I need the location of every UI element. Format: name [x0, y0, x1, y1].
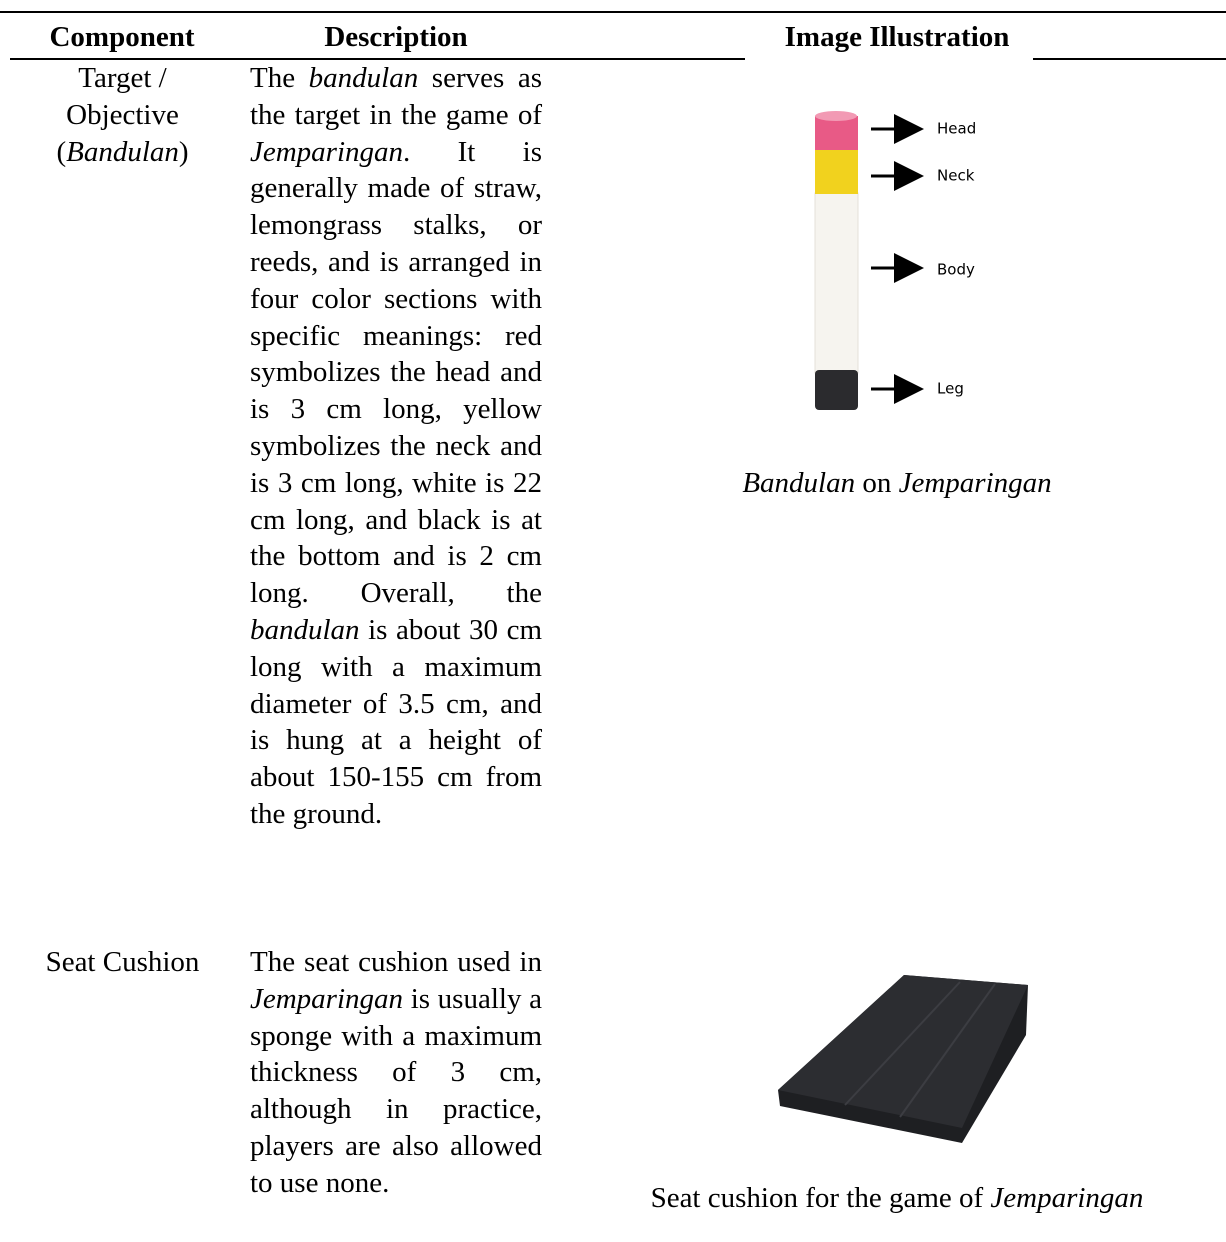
text-run: Seat Cushion [45, 946, 200, 978]
image-label: Head [937, 120, 976, 138]
text-run: Bandulan [66, 135, 179, 168]
text-run: bandulan [250, 613, 360, 646]
top-rule [0, 11, 1226, 13]
text-run: serves as the target in the game of [250, 62, 542, 131]
text-run: The seat cushion used in [250, 946, 542, 978]
description-cell: The bandulan serves as the target in the… [250, 60, 542, 833]
component-cell: Target / Objective (Bandulan) [30, 60, 215, 170]
image-label: Body [937, 261, 975, 279]
component-cell: Seat Cushion [30, 944, 215, 981]
text-run: Jemparingan [990, 1182, 1144, 1214]
bandulan-image: Head Neck Body Leg [814, 111, 976, 410]
text-run: Jemparingan [250, 982, 404, 1015]
text-run: Jemparingan [898, 467, 1052, 499]
text-run: . It is generally made of straw, lemongr… [250, 135, 542, 610]
text-run: bandulan [308, 62, 419, 94]
text-run: Jemparingan [250, 135, 404, 168]
text-run: ) [178, 135, 189, 168]
text-run: The [250, 62, 309, 94]
text-run: Target / Objective ( [56, 62, 179, 168]
image-label: Neck [937, 167, 975, 185]
header-cell: Description [324, 21, 468, 53]
header-rule [1033, 58, 1226, 60]
caption: Seat cushion for the game of Jemparingan [600, 1180, 1194, 1216]
text-run: is about 30 cm long with a maximum diame… [250, 613, 542, 830]
text-run: on [855, 467, 899, 499]
cushion-image [778, 975, 1028, 1143]
image-label: Leg [937, 380, 964, 398]
text-run: is usually a sponge with a maximum thick… [250, 982, 542, 1199]
header-rule [10, 58, 745, 60]
text-run: Seat cushion for the game of [650, 1182, 991, 1214]
text-run: Bandulan [742, 467, 856, 499]
description-cell: The seat cushion used in Jemparingan is … [250, 944, 542, 1202]
header-cell: Component [49, 21, 195, 53]
caption: Bandulan on Jemparingan [600, 465, 1194, 501]
header-cell: Image Illustration [784, 21, 1010, 53]
